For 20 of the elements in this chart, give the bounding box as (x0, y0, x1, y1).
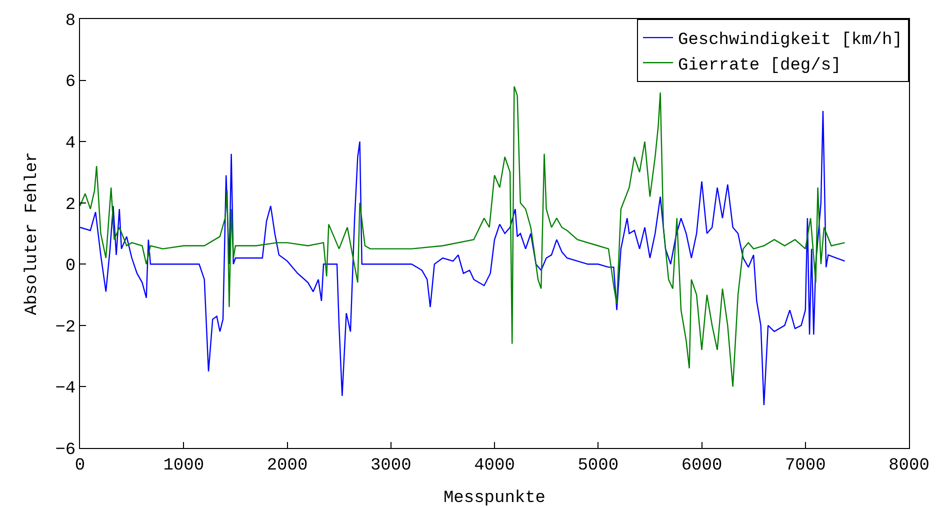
legend-label: Geschwindigkeit [km/h] (678, 31, 902, 50)
y-tick-label: 4 (65, 134, 76, 154)
y-tick-label: 2 (65, 196, 76, 215)
x-tick-label: 5000 (578, 456, 619, 476)
x-tick-label: 4000 (474, 456, 515, 476)
y-tick-label: 6 (65, 73, 76, 92)
legend-label: Gierrate [deg/s] (678, 56, 842, 76)
y-tick-label: 0 (65, 257, 76, 276)
x-tick-label: 2000 (266, 456, 308, 476)
y-tick-label: 8 (65, 12, 76, 31)
x-tick-label: 7000 (784, 456, 826, 476)
x-tick-label: 6000 (681, 456, 722, 476)
y-tick-label: −6 (55, 440, 76, 460)
x-tick-label: 3000 (370, 456, 412, 476)
x-axis-title: Messpunkte (443, 489, 546, 508)
x-tick-label: 1000 (163, 456, 204, 476)
y-axis-title: Absoluter Fehler (23, 152, 42, 316)
y-tick-label: −4 (55, 380, 76, 399)
y-tick-label: −2 (55, 318, 76, 338)
x-tick-label: 8000 (888, 456, 930, 476)
